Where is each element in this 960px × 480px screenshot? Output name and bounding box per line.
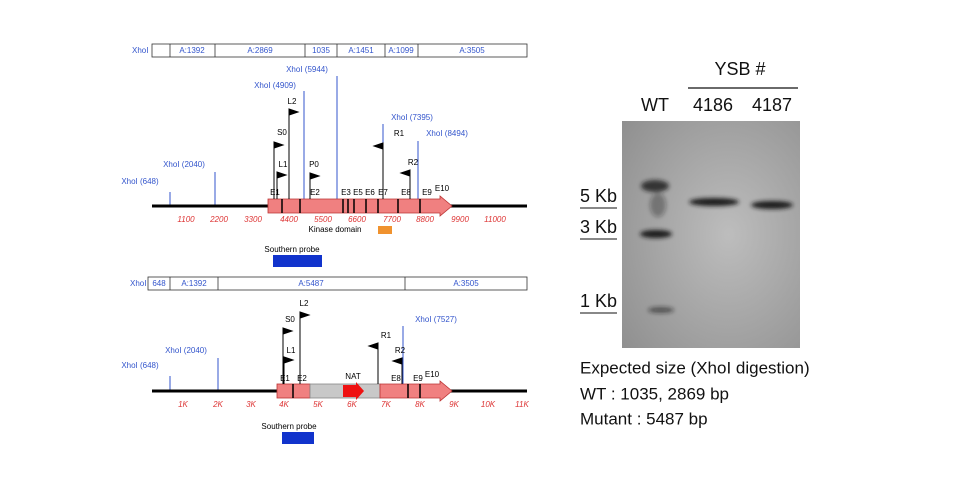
exon-label: E10 bbox=[435, 184, 450, 193]
primer-label: P0 bbox=[309, 160, 319, 169]
axis-tick-label: 4K bbox=[279, 400, 289, 409]
axis-tick-label: 3300 bbox=[244, 215, 262, 224]
axis-tick-label: 4400 bbox=[280, 215, 298, 224]
probe-label: Southern probe bbox=[261, 422, 317, 431]
fragment: A:3505 bbox=[459, 46, 485, 55]
axis-tick-label: 9900 bbox=[451, 215, 469, 224]
axis-tick-label: 1K bbox=[178, 400, 188, 409]
marker-label: 5 Kb bbox=[580, 186, 617, 206]
domain-label: Kinase domain bbox=[309, 225, 362, 234]
top-map: XhoI A:1392 A:2869 1035 A:1451 A:1099 A:… bbox=[121, 43, 528, 267]
axis-tick-label: 6600 bbox=[348, 215, 366, 224]
exon-label: E9 bbox=[422, 188, 432, 197]
axis-tick-label: 6K bbox=[347, 400, 357, 409]
exon-label: E6 bbox=[365, 188, 375, 197]
caption: Expected size (XhoI digestion) bbox=[580, 358, 810, 377]
exon-label: E5 bbox=[353, 188, 363, 197]
fragment: A:2869 bbox=[247, 46, 273, 55]
site-label: XhoI (4909) bbox=[254, 81, 296, 90]
axis-tick-label: 11K bbox=[515, 400, 529, 409]
site-label: XhoI (8494) bbox=[426, 129, 468, 138]
lane-label: 4186 bbox=[693, 95, 733, 115]
lane-label: WT bbox=[641, 95, 669, 115]
primer-label: S0 bbox=[285, 315, 295, 324]
site-label: XhoI (648) bbox=[121, 177, 159, 186]
primer-label: R2 bbox=[395, 346, 406, 355]
axis-tick-label: 1100 bbox=[177, 215, 195, 224]
fragment-label: XhoI bbox=[130, 279, 146, 288]
marker-label: 3 Kb bbox=[580, 217, 617, 237]
primer-label: L1 bbox=[279, 160, 288, 169]
primer-label: S0 bbox=[277, 128, 287, 137]
exon-label: E10 bbox=[425, 370, 440, 379]
axis-tick-label: 2K bbox=[212, 400, 223, 409]
fragment-label: XhoI bbox=[132, 46, 148, 55]
probe-bar bbox=[273, 255, 322, 267]
fragment-bar bbox=[147, 276, 528, 291]
exon-label: E1 bbox=[270, 188, 280, 197]
site-label: XhoI (5944) bbox=[286, 65, 328, 74]
exon-label: E3 bbox=[341, 188, 351, 197]
caption: WT : 1035, 2869 bp bbox=[580, 384, 729, 403]
axis-tick-label: 5500 bbox=[314, 215, 332, 224]
exon-label: E8 bbox=[391, 374, 401, 383]
primer-label: L1 bbox=[287, 346, 296, 355]
marker-label: 1 Kb bbox=[580, 291, 617, 311]
domain-bar bbox=[378, 226, 392, 234]
primer-label: L2 bbox=[288, 97, 297, 106]
exon-label: E2 bbox=[310, 188, 320, 197]
fragment: 1035 bbox=[312, 46, 330, 55]
exon-label: E2 bbox=[297, 374, 307, 383]
southern-blot: YSB # WT 4186 4187 5 Kb 3 Kb 1 Kb Expect… bbox=[580, 59, 810, 428]
primer-label: R2 bbox=[408, 158, 419, 167]
fragment: A:1451 bbox=[348, 46, 374, 55]
site-label: XhoI (7395) bbox=[391, 113, 433, 122]
fragment: 648 bbox=[152, 279, 166, 288]
axis-tick-label: 11000 bbox=[484, 215, 506, 224]
gene bbox=[379, 380, 453, 402]
probe-bar bbox=[282, 432, 314, 444]
axis-tick-label: 3K bbox=[246, 400, 256, 409]
bottom-map: XhoI 648 A:1392 A:5487 A:3505 XhoI (648)… bbox=[121, 276, 529, 444]
exon-label: E1 bbox=[280, 374, 290, 383]
fragment: A:1392 bbox=[181, 279, 207, 288]
axis-tick-label: 8K bbox=[415, 400, 425, 409]
axis-tick-label: 7700 bbox=[383, 215, 401, 224]
gene bbox=[267, 195, 453, 217]
caption: Mutant : 5487 bp bbox=[580, 409, 708, 428]
primer-label: L2 bbox=[300, 299, 309, 308]
site-label: XhoI (648) bbox=[121, 361, 159, 370]
axis-tick-label: 9K bbox=[449, 400, 459, 409]
nat-marker bbox=[343, 382, 364, 400]
axis-tick-label: 7K bbox=[381, 400, 391, 409]
exon-label: E9 bbox=[413, 374, 423, 383]
fragment: A:1392 bbox=[179, 46, 205, 55]
site-label: XhoI (2040) bbox=[165, 346, 207, 355]
lane-label: 4187 bbox=[752, 95, 792, 115]
fragment: A:3505 bbox=[453, 279, 479, 288]
axis-tick-label: 5K bbox=[313, 400, 323, 409]
fragment-bar bbox=[151, 43, 528, 58]
primer-label: R1 bbox=[381, 331, 392, 340]
axis-tick-label: 10K bbox=[481, 400, 496, 409]
axis-tick-label: 2200 bbox=[209, 215, 228, 224]
exon-label: NAT bbox=[345, 372, 361, 381]
fragment: A:1099 bbox=[388, 46, 414, 55]
probe-label: Southern probe bbox=[264, 245, 320, 254]
exon-label: E8 bbox=[401, 188, 411, 197]
primer-label: R1 bbox=[394, 129, 405, 138]
site-label: XhoI (2040) bbox=[163, 160, 205, 169]
fragment: A:5487 bbox=[298, 279, 324, 288]
site-label: XhoI (7527) bbox=[415, 315, 457, 324]
group-label: YSB # bbox=[714, 59, 765, 79]
axis-tick-label: 8800 bbox=[416, 215, 434, 224]
